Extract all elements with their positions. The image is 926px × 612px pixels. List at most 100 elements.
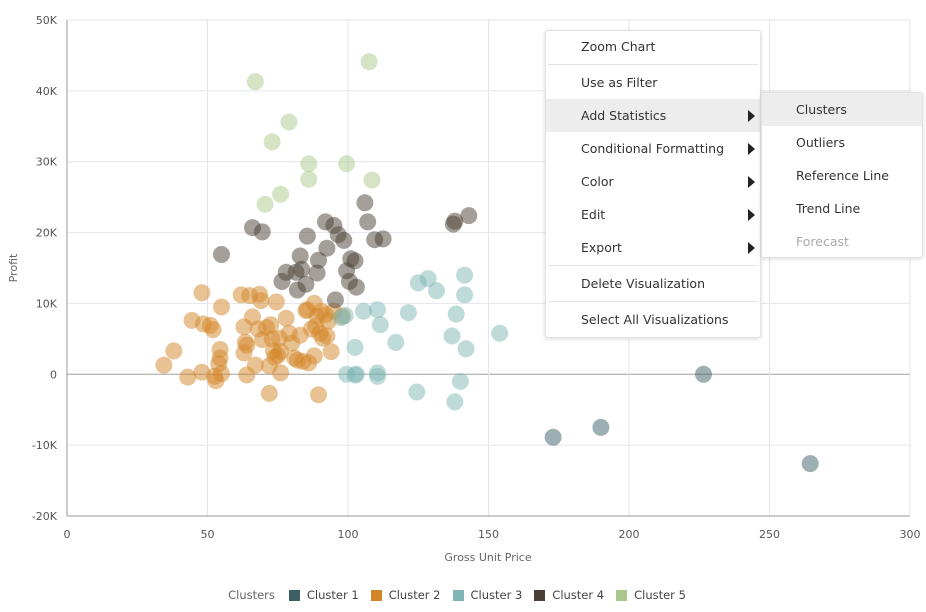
data-point[interactable] bbox=[211, 341, 229, 358]
submenu-item-outliers[interactable]: Outliers bbox=[762, 126, 922, 159]
data-point[interactable] bbox=[272, 364, 290, 382]
data-point[interactable] bbox=[346, 338, 364, 356]
menu-item-edit[interactable]: Edit bbox=[546, 198, 760, 231]
data-point[interactable] bbox=[291, 247, 309, 265]
menu-item-add-statistics[interactable]: Add Statistics bbox=[546, 99, 760, 132]
data-point[interactable] bbox=[443, 327, 461, 345]
data-point[interactable] bbox=[310, 251, 327, 269]
data-point[interactable] bbox=[363, 171, 381, 189]
submenu-item-trend-line[interactable]: Trend Line bbox=[762, 192, 922, 225]
data-point[interactable] bbox=[165, 342, 183, 360]
data-point[interactable] bbox=[305, 347, 323, 365]
data-point[interactable] bbox=[451, 372, 469, 390]
data-point[interactable] bbox=[456, 266, 474, 284]
data-point[interactable] bbox=[300, 155, 318, 173]
data-point[interactable] bbox=[252, 292, 270, 310]
menu-item-label: Forecast bbox=[796, 234, 849, 249]
data-point[interactable] bbox=[338, 155, 356, 173]
menu-item-select-all-visualizations[interactable]: Select All Visualizations bbox=[546, 303, 760, 336]
data-point[interactable] bbox=[695, 365, 712, 383]
data-point[interactable] bbox=[256, 195, 274, 213]
data-point[interactable] bbox=[371, 316, 389, 334]
menu-item-zoom-chart[interactable]: Zoom Chart bbox=[546, 31, 760, 63]
data-point[interactable] bbox=[456, 286, 474, 304]
menu-item-conditional-formatting[interactable]: Conditional Formatting bbox=[546, 132, 760, 165]
data-point[interactable] bbox=[297, 275, 315, 293]
data-point[interactable] bbox=[446, 393, 464, 411]
menu-item-export[interactable]: Export bbox=[546, 231, 760, 264]
data-point[interactable] bbox=[336, 307, 354, 324]
data-point[interactable] bbox=[280, 113, 298, 131]
data-point[interactable] bbox=[347, 365, 365, 383]
data-point[interactable] bbox=[155, 356, 173, 374]
data-point[interactable] bbox=[419, 270, 437, 288]
data-point[interactable] bbox=[213, 365, 230, 383]
data-point[interactable] bbox=[801, 455, 819, 473]
data-point[interactable] bbox=[335, 231, 353, 249]
data-point[interactable] bbox=[246, 73, 264, 91]
data-point[interactable] bbox=[193, 284, 211, 302]
data-point[interactable] bbox=[293, 260, 311, 278]
data-point[interactable] bbox=[322, 343, 340, 361]
menu-item-label: Export bbox=[581, 240, 622, 255]
data-point[interactable] bbox=[310, 386, 327, 404]
data-point[interactable] bbox=[260, 384, 278, 402]
data-point[interactable] bbox=[356, 194, 374, 212]
data-point[interactable] bbox=[346, 252, 364, 270]
data-point[interactable] bbox=[360, 53, 378, 71]
x-tick-label: 200 bbox=[619, 528, 640, 541]
legend-item-cluster-5[interactable]: Cluster 5 bbox=[616, 588, 686, 602]
menu-item-delete-visualization[interactable]: Delete Visualization bbox=[546, 267, 760, 300]
data-point[interactable] bbox=[399, 304, 417, 322]
data-point[interactable] bbox=[318, 239, 336, 257]
data-point[interactable] bbox=[457, 340, 475, 358]
data-point[interactable] bbox=[253, 223, 271, 241]
legend-title: Clusters bbox=[228, 588, 275, 602]
x-tick-label: 250 bbox=[759, 528, 780, 541]
data-point[interactable] bbox=[355, 302, 372, 320]
data-point[interactable] bbox=[369, 367, 386, 385]
data-point[interactable] bbox=[238, 336, 256, 354]
data-point[interactable] bbox=[460, 207, 478, 225]
submenu-item-reference-line[interactable]: Reference Line bbox=[762, 159, 922, 192]
menu-item-use-as-filter[interactable]: Use as Filter bbox=[546, 66, 760, 99]
data-point[interactable] bbox=[408, 383, 426, 401]
data-point[interactable] bbox=[267, 293, 285, 311]
legend-item-cluster-1[interactable]: Cluster 1 bbox=[288, 588, 359, 602]
data-point[interactable] bbox=[428, 282, 445, 300]
menu-item-color[interactable]: Color bbox=[546, 165, 760, 198]
data-point[interactable] bbox=[246, 356, 264, 374]
data-point[interactable] bbox=[491, 324, 509, 342]
data-point[interactable] bbox=[369, 301, 386, 319]
legend-swatch bbox=[534, 589, 546, 601]
menu-item-label: Add Statistics bbox=[581, 108, 667, 123]
data-point[interactable] bbox=[347, 278, 365, 296]
data-point[interactable] bbox=[272, 185, 290, 203]
data-point[interactable] bbox=[592, 418, 610, 436]
legend-label: Cluster 2 bbox=[388, 588, 441, 602]
data-point[interactable] bbox=[447, 305, 465, 323]
data-point[interactable] bbox=[213, 246, 230, 263]
legend-item-cluster-4[interactable]: Cluster 4 bbox=[534, 588, 604, 602]
data-point[interactable] bbox=[213, 298, 230, 316]
data-point[interactable] bbox=[300, 170, 318, 188]
data-point[interactable] bbox=[262, 316, 280, 334]
data-points bbox=[155, 53, 819, 473]
data-point[interactable] bbox=[263, 133, 281, 151]
data-point[interactable] bbox=[544, 428, 562, 446]
data-point[interactable] bbox=[318, 327, 336, 345]
data-point[interactable] bbox=[204, 321, 222, 339]
submenu-item-clusters[interactable]: Clusters bbox=[762, 93, 922, 126]
data-point[interactable] bbox=[326, 291, 344, 309]
data-point[interactable] bbox=[387, 333, 405, 351]
data-point[interactable] bbox=[179, 368, 197, 386]
legend-item-cluster-2[interactable]: Cluster 2 bbox=[370, 588, 441, 602]
data-point[interactable] bbox=[374, 230, 392, 248]
data-point[interactable] bbox=[277, 309, 295, 327]
legend-item-cluster-3[interactable]: Cluster 3 bbox=[452, 588, 522, 602]
data-point[interactable] bbox=[446, 212, 464, 230]
data-point[interactable] bbox=[308, 264, 326, 282]
data-point[interactable] bbox=[359, 213, 377, 231]
data-point[interactable] bbox=[298, 227, 316, 245]
